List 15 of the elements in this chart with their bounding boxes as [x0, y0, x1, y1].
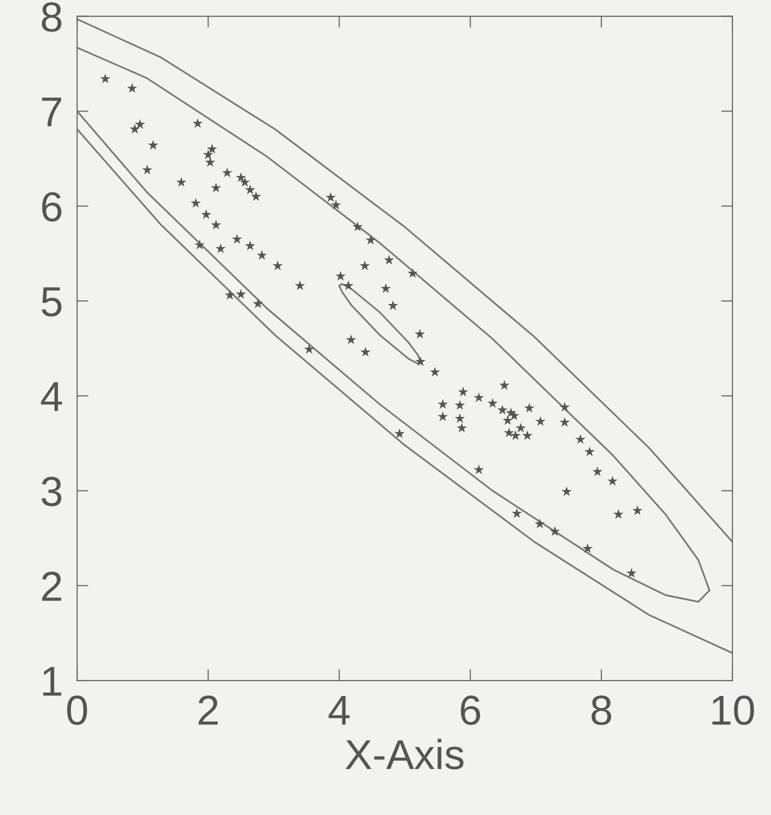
x-tick-label: 8 — [592, 696, 612, 726]
y-tick-label: 8 — [42, 2, 62, 32]
y-tick-label: 1 — [43, 666, 62, 696]
y-tick-label: 7 — [42, 98, 62, 126]
y-tick-label: 3 — [42, 476, 62, 506]
x-tick-label: 0 — [67, 696, 88, 726]
x-axis-title: X-Axis — [346, 738, 464, 770]
x-tick-label: 6 — [460, 696, 480, 726]
x-tick-label: 2 — [198, 696, 218, 725]
y-tick-label: 5 — [42, 287, 62, 316]
y-tick-label: 4 — [41, 382, 62, 411]
y-tick-label: 6 — [42, 192, 62, 222]
y-tick-label: 2 — [42, 572, 62, 601]
x-tick-label: 10 — [712, 696, 754, 726]
x-tick-label: 4 — [328, 696, 350, 725]
